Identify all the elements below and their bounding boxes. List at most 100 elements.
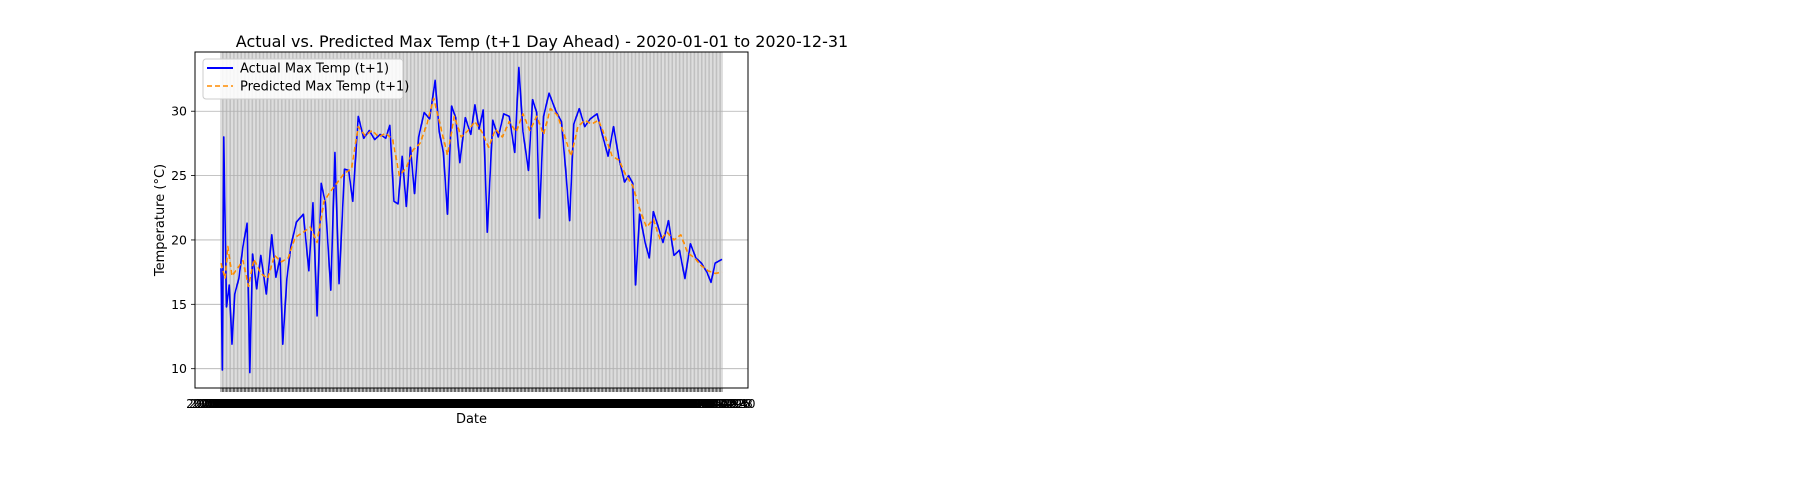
x-tick-label: 2020-08-22 bbox=[507, 397, 577, 411]
x-tick-label: 2020-10-09 bbox=[573, 397, 643, 411]
x-tick-label: 2020-06-03 bbox=[398, 397, 468, 411]
x-tick-label: 2020-01-15 bbox=[205, 397, 275, 411]
x-tick-label: 2020-03-21 bbox=[296, 397, 366, 411]
x-tick-label: 2020-08-06 bbox=[485, 397, 555, 411]
y-tick-label: 25 bbox=[171, 168, 187, 183]
x-tick-label: 2020-03-29 bbox=[307, 397, 377, 411]
x-tick-label: 2020-11-06 bbox=[612, 397, 682, 411]
x-tick-label: 2020-09-21 bbox=[548, 397, 618, 411]
x-tick-label: 2020-01-05 bbox=[192, 397, 262, 411]
x-tick-label: 2020-01-13 bbox=[203, 397, 273, 411]
x-tick-label: 2020-03-27 bbox=[304, 397, 374, 411]
x-tick-label: 2020-09-05 bbox=[527, 397, 597, 411]
x-tick-label: 2020-10-01 bbox=[562, 397, 632, 411]
x-tick-label: 2020-02-18 bbox=[252, 397, 322, 411]
series-predicted-line bbox=[220, 97, 723, 288]
y-tick-label: 30 bbox=[171, 104, 187, 119]
x-tick-label: 2020-01-03 bbox=[189, 397, 259, 411]
x-tick-label: 2020-07-27 bbox=[472, 397, 542, 411]
x-tick-label: 2020-03-13 bbox=[285, 397, 355, 411]
x-tick-label: 2020-06-13 bbox=[411, 397, 481, 411]
x-tick-label: 2020-09-27 bbox=[557, 397, 627, 411]
x-tick-label: 2020-09-01 bbox=[521, 397, 591, 411]
x-tick-label: 2020-12-22 bbox=[675, 397, 745, 411]
x-tick-label: 2020-02-04 bbox=[233, 397, 303, 411]
x-tick-label: 2020-05-28 bbox=[389, 397, 459, 411]
x-tick-label: 2020-06-23 bbox=[425, 397, 495, 411]
legend-label-actual: Actual Max Temp (t+1) bbox=[240, 62, 389, 77]
x-tick-label: 2020-04-24 bbox=[343, 397, 413, 411]
x-tick-label: 2020-02-08 bbox=[238, 397, 308, 411]
x-tick-label: 2020-12-16 bbox=[667, 397, 737, 411]
x-tick-label: 2020-08-08 bbox=[488, 397, 558, 411]
x-tick-label: 2020-04-16 bbox=[332, 397, 402, 411]
series-actual-line bbox=[220, 66, 723, 374]
legend-label-predicted: Predicted Max Temp (t+1) bbox=[240, 80, 409, 95]
x-tick-label: 2020-09-25 bbox=[554, 397, 624, 411]
x-tick-label: 2020-07-13 bbox=[452, 397, 522, 411]
x-tick-label: 2020-07-25 bbox=[469, 397, 539, 411]
x-tick-label: 2020-04-14 bbox=[329, 397, 399, 411]
x-tick-label: 2020-03-03 bbox=[271, 397, 341, 411]
x-tick-label: 2020-05-26 bbox=[387, 397, 457, 411]
x-tick-label: 2020-11-20 bbox=[631, 397, 701, 411]
x-tick-label: 2020-10-07 bbox=[570, 397, 640, 411]
x-tick-label: 2020-02-06 bbox=[236, 397, 306, 411]
x-tick-label: 2020-03-01 bbox=[268, 397, 338, 411]
x-tick-label: 2020-02-12 bbox=[244, 397, 314, 411]
x-tick-label: 2020-10-31 bbox=[603, 397, 673, 411]
x-tick-label: 2020-01-31 bbox=[227, 397, 297, 411]
x-tick-label: 2020-07-15 bbox=[455, 397, 525, 411]
x-tick-label: 2020-05-18 bbox=[376, 397, 446, 411]
y-tick-label: 20 bbox=[171, 232, 187, 247]
x-tick-label: 2020-04-26 bbox=[345, 397, 415, 411]
x-tick-label: 2020-04-28 bbox=[348, 397, 418, 411]
x-tick-label: 2020-11-26 bbox=[639, 397, 709, 411]
x-tick-label: 2020-07-23 bbox=[466, 397, 536, 411]
x-tick-label: 2020-08-02 bbox=[480, 397, 550, 411]
x-tick-label: 2020-06-17 bbox=[417, 397, 487, 411]
x-tick-label: 2020-03-19 bbox=[293, 397, 363, 411]
x-tick-label: 2020-11-16 bbox=[625, 397, 695, 411]
x-tick-label: 2020-05-10 bbox=[365, 397, 435, 411]
x-tick-label: 2020-06-01 bbox=[395, 397, 465, 411]
x-tick-label: 2020-12-06 bbox=[653, 397, 723, 411]
x-tick-label: 2020-09-03 bbox=[524, 397, 594, 411]
x-tick-label: 2020-04-20 bbox=[337, 397, 407, 411]
x-tick-label: 2020-12-02 bbox=[647, 397, 717, 411]
x-tick-label: 2020-03-09 bbox=[279, 397, 349, 411]
x-tick-label: 2020-02-02 bbox=[230, 397, 300, 411]
x-tick-label: 2020-06-09 bbox=[406, 397, 476, 411]
x-tick-label: 2020-07-03 bbox=[439, 397, 509, 411]
x-tick-label: 2020-11-22 bbox=[634, 397, 704, 411]
chart-title: Actual vs. Predicted Max Temp (t+1 Day A… bbox=[236, 32, 848, 51]
x-tick-label: 2020-08-28 bbox=[516, 397, 586, 411]
x-tick-label: 2020-09-19 bbox=[546, 397, 616, 411]
x-tick-label: 2020-01-09 bbox=[197, 397, 267, 411]
x-tick-label: 2020-04-08 bbox=[321, 397, 391, 411]
x-tick-label: 2020-07-21 bbox=[463, 397, 533, 411]
x-tick-label: 2020-08-12 bbox=[494, 397, 564, 411]
x-tick-label: 2020-02-22 bbox=[258, 397, 328, 411]
x-tick-label: 2020-10-17 bbox=[584, 397, 654, 411]
series-layer bbox=[220, 66, 723, 374]
x-tick-label: 2020-08-30 bbox=[518, 397, 588, 411]
plot-area bbox=[194, 51, 749, 389]
x-tick-label: 2020-04-04 bbox=[315, 397, 385, 411]
x-tick-label: 2020-08-20 bbox=[505, 397, 575, 411]
x-tick-label: 2020-10-23 bbox=[592, 397, 662, 411]
x-tick-label: 2020-05-12 bbox=[367, 397, 437, 411]
x-tick-label: 2020-07-05 bbox=[441, 397, 511, 411]
x-tick-label: 2020-10-13 bbox=[579, 397, 649, 411]
x-tick-label: 2020-02-20 bbox=[255, 397, 325, 411]
x-tick-label: 2020-09-29 bbox=[559, 397, 629, 411]
x-tick-label: 2020-11-08 bbox=[614, 397, 684, 411]
x-tick-label: 2020-07-19 bbox=[461, 397, 531, 411]
x-tick-label: 2020-06-19 bbox=[419, 397, 489, 411]
x-tick-label: 2020-10-11 bbox=[576, 397, 646, 411]
x-tick-label: 2020-06-25 bbox=[428, 397, 498, 411]
x-tick-label: 2020-12-20 bbox=[672, 397, 742, 411]
x-tick-label: 2020-09-11 bbox=[535, 397, 605, 411]
x-gridlines bbox=[220, 52, 723, 388]
